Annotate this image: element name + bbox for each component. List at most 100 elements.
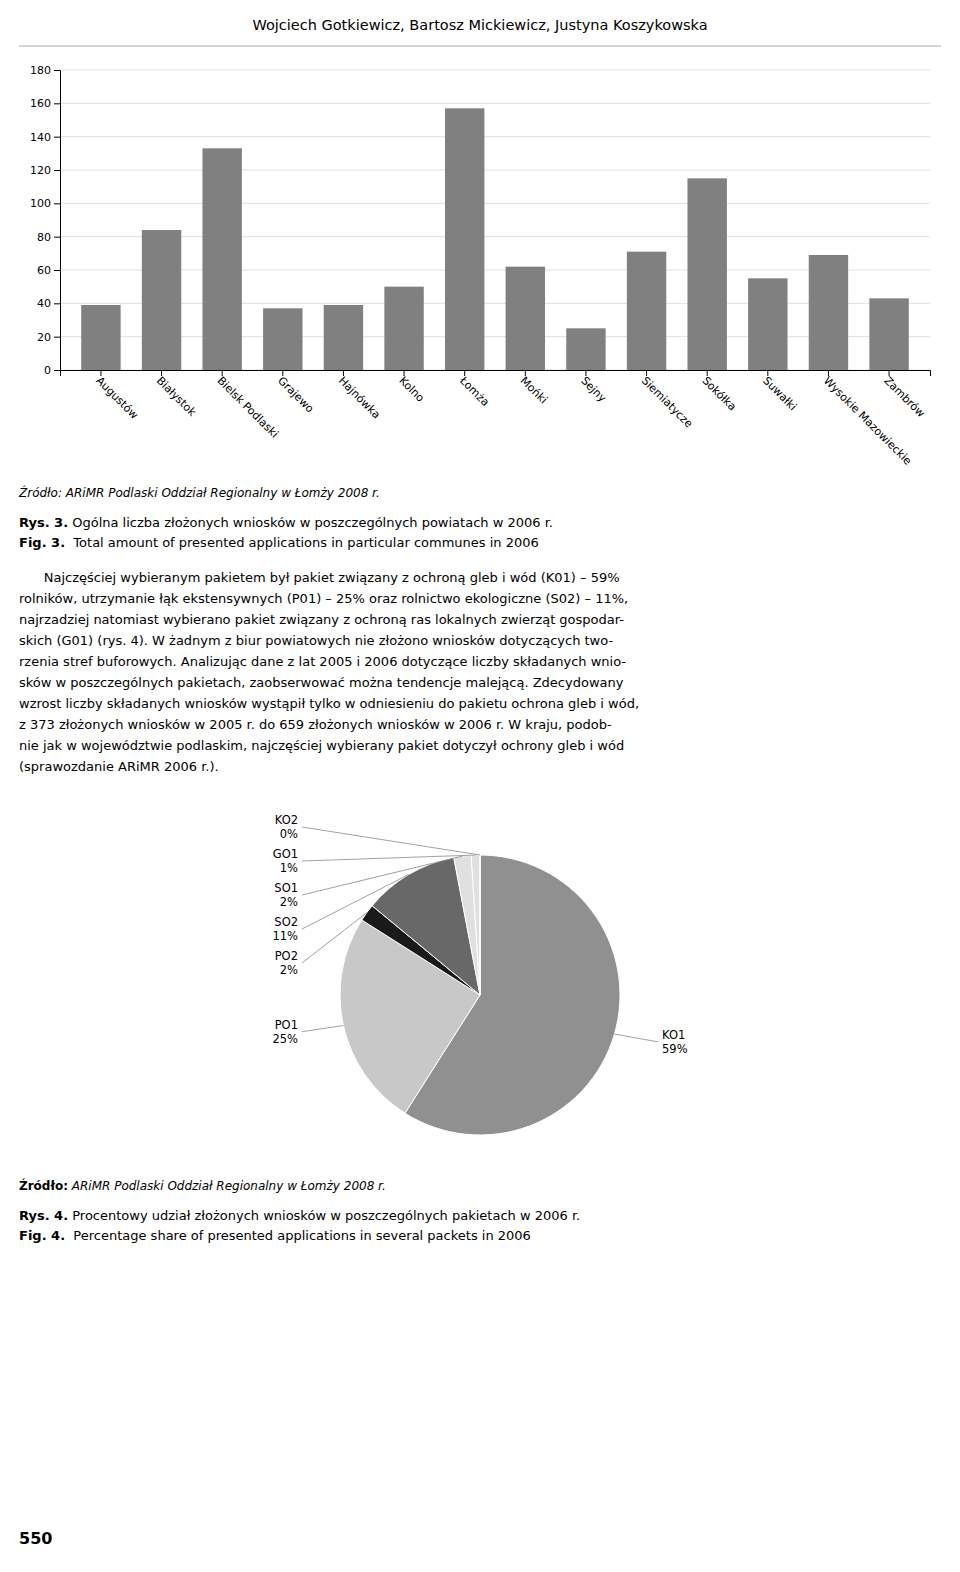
caption-label: Fig. 3. <box>19 535 65 550</box>
tick: Zambrów <box>881 370 927 420</box>
body-text: Najczęściej wybieranym pakietem był paki… <box>19 570 639 774</box>
tick-label: Mońki <box>518 374 550 406</box>
tick: 180 <box>30 64 60 77</box>
x-axis: AugustówBiałystokBielsk PodlaskiGrajewoH… <box>61 370 931 468</box>
body-line: sków w poszczególnych pakietach, zaobser… <box>19 675 624 690</box>
grid-line <box>60 303 930 304</box>
tick: Hajnówka <box>336 370 383 421</box>
tick-label: 20 <box>37 331 51 344</box>
caption: Rys. 4. Procentowy udział złożonych wnio… <box>19 1208 580 1223</box>
bar <box>324 305 363 370</box>
tick-mark <box>54 270 60 271</box>
caption-label: Rys. 4. <box>19 1208 68 1223</box>
tick: Siemiatycze <box>639 370 696 431</box>
caption-label: Fig. 4. <box>19 1228 65 1243</box>
tick: Grajewo <box>275 370 316 416</box>
tick: 80 <box>37 231 60 244</box>
data-label-value: 0% <box>280 827 298 841</box>
tick-label: 40 <box>37 297 51 310</box>
grid-line <box>60 170 930 171</box>
body-line: Najczęściej wybieranym pakietem był paki… <box>19 570 620 585</box>
body-line: najrzadziej natomiast wybierano pakiet z… <box>19 612 624 627</box>
bar <box>445 108 484 370</box>
source-label: Źródło: <box>19 1178 68 1193</box>
page-number: 550 <box>19 1529 52 1548</box>
slice <box>471 855 480 995</box>
bar <box>566 328 605 370</box>
tick: 100 <box>30 197 60 210</box>
tick-mark <box>54 303 60 304</box>
caption-text: Procentowy udział złożonych wniosków w p… <box>68 1208 580 1223</box>
tick-label: Zambrów <box>881 374 927 420</box>
tick-mark <box>54 70 60 71</box>
body-line: wzrost liczby składanych wniosków wystąp… <box>19 696 639 711</box>
bar <box>809 255 848 370</box>
tick-label: Augustów <box>93 374 141 422</box>
bar <box>142 230 181 370</box>
tick-label: 160 <box>30 97 51 110</box>
data-label-name: PO1 <box>275 1018 298 1032</box>
y-axis: 020406080100120140160180 <box>30 64 61 377</box>
data-label: GO11% <box>273 847 298 875</box>
tick-label: Łomża <box>456 373 491 408</box>
tick: 20 <box>37 331 60 344</box>
slice <box>480 855 481 995</box>
tick-mark <box>54 103 60 104</box>
bar-chart: 020406080100120140160180AugustówBiałysto… <box>30 64 931 468</box>
tick-mark <box>54 203 60 204</box>
bar <box>627 252 666 370</box>
tick-mark <box>54 170 60 171</box>
tick-mark <box>54 237 60 238</box>
tick-label: 120 <box>30 164 51 177</box>
tick: 40 <box>37 297 60 310</box>
caption: Rys. 3. Ogólna liczba złożonych wniosków… <box>19 515 553 530</box>
data-label-name: KO2 <box>275 813 298 827</box>
leader-line <box>302 874 409 929</box>
body-line: rzenia stref buforowych. Analizując dane… <box>19 654 626 669</box>
axis-line <box>54 71 61 371</box>
data-label-name: KO1 <box>662 1028 685 1042</box>
caption-text: Ogólna liczba złożonych wniosków w poszc… <box>68 515 553 530</box>
tick-label: 140 <box>30 131 51 144</box>
caption-text: Percentage share of presented applicatio… <box>65 1228 531 1243</box>
leader-line <box>302 913 367 963</box>
leader-line <box>614 1034 658 1042</box>
source: Źródło: ARiMR Podlaski Oddział Regionaln… <box>19 1178 386 1193</box>
data-label-name: SO2 <box>274 915 298 929</box>
tick: 60 <box>37 264 60 277</box>
data-label-value: 1% <box>280 861 298 875</box>
grid-line <box>60 136 930 137</box>
grid-line <box>60 103 930 104</box>
page: Wojciech Gotkiewicz, Bartosz Mickiewicz,… <box>0 0 960 1572</box>
data-label-value: 2% <box>280 895 298 909</box>
tick-mark <box>54 337 60 338</box>
body-line: z 373 złożonych wniosków w 2005 r. do 65… <box>19 717 612 732</box>
grid-line <box>60 236 930 237</box>
tick-label: 60 <box>37 264 51 277</box>
leader-line <box>302 827 480 855</box>
leader-line <box>302 1026 343 1032</box>
grid-line <box>60 270 930 271</box>
source-text: ARiMR Podlaski Oddział Regionalny w Łomż… <box>68 1179 386 1193</box>
tick: 120 <box>30 164 60 177</box>
leader-line <box>302 855 476 861</box>
grid-line <box>60 70 930 71</box>
tick-label: 80 <box>37 231 51 244</box>
bar <box>506 267 545 370</box>
data-label-name: SO1 <box>274 881 298 895</box>
bar <box>202 148 241 370</box>
tick-label: Hajnówka <box>336 374 383 421</box>
tick-label: Suwałki <box>760 374 799 413</box>
grid-line <box>60 336 930 337</box>
data-label: SO211% <box>272 915 298 943</box>
leader-line <box>302 856 462 895</box>
slices <box>340 855 620 1135</box>
tick: Sokółka <box>700 370 739 413</box>
data-label: KO159% <box>662 1028 688 1056</box>
page-title: Wojciech Gotkiewicz, Bartosz Mickiewicz,… <box>252 17 707 33</box>
source: Źródło: ARiMR Podlaski Oddział Regionaln… <box>18 485 380 500</box>
tick: Bielsk Podlaski <box>215 370 281 441</box>
bar <box>869 298 908 370</box>
tick-mark <box>54 137 60 138</box>
axis-line <box>61 371 931 377</box>
